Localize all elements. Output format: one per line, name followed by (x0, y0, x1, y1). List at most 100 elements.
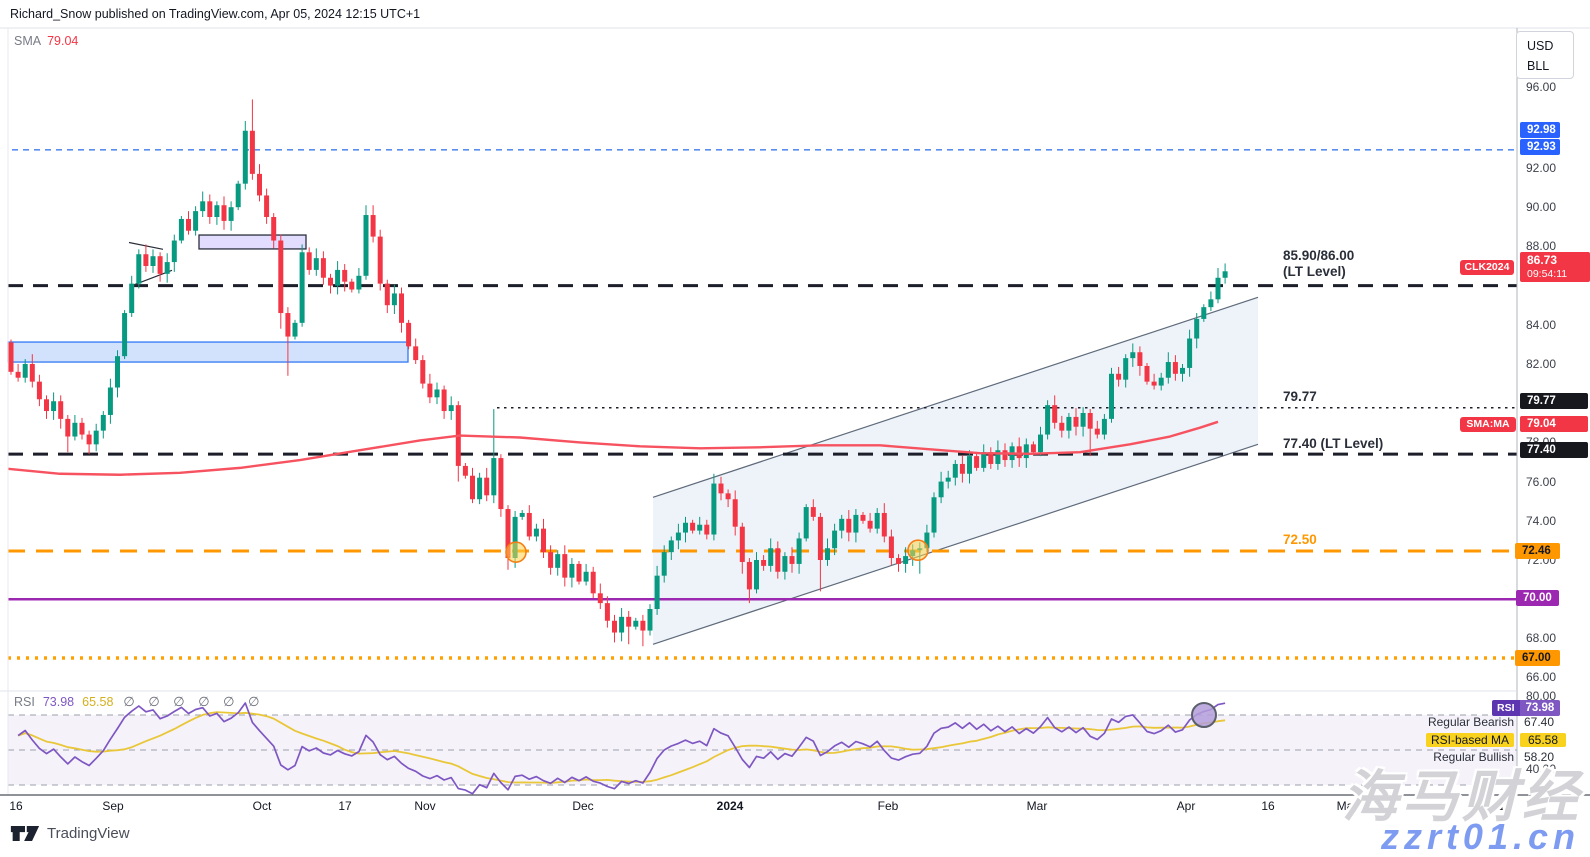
candle-body (640, 620, 646, 631)
candle-body (342, 269, 348, 282)
level-annotation-0[interactable]: 85.90/86.00 (LT Level) (1283, 248, 1355, 279)
footer-logo-link[interactable]: TradingView (10, 822, 130, 844)
rsi-row-label-1: RSI-based MA (1425, 733, 1514, 747)
candle-body (938, 481, 944, 498)
candle-body (1066, 416, 1072, 431)
candle-body (406, 322, 412, 347)
candle-body (335, 269, 341, 286)
candle-body (974, 456, 980, 468)
rsi-ma-legend-value: 65.58 (82, 695, 114, 709)
trend-channel-upper-line (652, 296, 1259, 498)
tradingview-brand-text: TradingView (47, 824, 130, 842)
candle-body (888, 536, 894, 559)
candle-body (1208, 299, 1214, 308)
rsi-badge-value: 73.98 (1519, 700, 1561, 716)
level-annotation-3[interactable]: 72.50 (1283, 532, 1317, 547)
candle-body (143, 254, 149, 266)
candle-body (903, 556, 909, 564)
candle-body (853, 514, 859, 533)
candle-body (959, 463, 965, 474)
time-axis-label: Dec (572, 799, 594, 813)
candle-body (8, 342, 14, 372)
rsi-legend-value: 73.98 (42, 695, 75, 709)
trend-channel-lower-line (652, 443, 1259, 645)
candle-body (789, 556, 795, 564)
time-axis-label: Oct (252, 799, 272, 813)
price-level-badge: 79.77 (1520, 393, 1588, 409)
candle-body (36, 381, 42, 400)
candle-body (363, 215, 369, 276)
candle-body (249, 130, 255, 174)
candle-body (512, 516, 518, 559)
zone-rectangle-0 (7, 341, 409, 363)
price-axis-label: 82.00 (1526, 357, 1557, 371)
candle-body (612, 620, 617, 633)
candle-body (491, 458, 497, 496)
candle-body (725, 493, 731, 500)
candle-body (186, 218, 191, 231)
candle-body (746, 561, 752, 590)
candle-body (328, 277, 333, 286)
candle-body (924, 532, 930, 549)
candle-body (690, 522, 696, 531)
symbol-code: BLL (1527, 59, 1550, 73)
candle-body (576, 563, 582, 582)
candle-body (299, 252, 305, 323)
contract-last-price: 86.73 (1527, 253, 1558, 267)
candle-body (29, 364, 35, 382)
candle-body (1016, 446, 1022, 459)
candle-body (420, 360, 426, 384)
price-level-badge: 72.46 (1515, 543, 1560, 559)
candle-body (264, 195, 270, 217)
rsi-value-badge: RSI 73.98 (1492, 700, 1561, 716)
candle-body (399, 293, 404, 323)
sma-legend-value: 79.04 (47, 34, 79, 48)
candle-body (349, 281, 355, 290)
candle-body (207, 201, 213, 217)
candle-body (1101, 418, 1107, 435)
price-axis-label: 74.00 (1526, 514, 1557, 528)
candle-body (271, 217, 277, 241)
candle-body (214, 205, 220, 217)
candle-body (1045, 405, 1051, 435)
tradingview-logo-icon (10, 825, 40, 841)
sma-line (7, 420, 1219, 476)
candle-body (1172, 362, 1178, 374)
rsi-row-label-2: Regular Bullish (1433, 750, 1514, 764)
candle-body (1194, 318, 1200, 339)
candle-body (228, 207, 234, 221)
candle-body (839, 518, 845, 531)
candle-body (817, 516, 823, 560)
candle-body (79, 422, 85, 435)
candle-body (1116, 373, 1122, 380)
candle-body (1059, 422, 1065, 431)
contract-price-badge: 86.73 09:54:11 (1520, 252, 1590, 282)
candle-body (718, 483, 724, 494)
candle-body (434, 389, 440, 398)
level-annotation-2[interactable]: 77.40 (LT Level) (1283, 436, 1384, 451)
watermark-cjk: 海马财经 (1342, 765, 1582, 828)
price-axis-label: 76.00 (1526, 475, 1557, 489)
candle-body (1165, 362, 1171, 378)
highlight-circle-1 (907, 539, 929, 562)
symbol-info-box[interactable]: USD BLL (1516, 31, 1574, 79)
price-axis-label: 90.00 (1526, 200, 1557, 214)
candle-body (51, 401, 57, 412)
rsi-band-fill (8, 715, 1517, 785)
candle-body (1023, 444, 1029, 459)
candle-body (626, 616, 632, 627)
candle-body (306, 252, 312, 270)
candle-body (988, 452, 994, 464)
candle-body (683, 522, 688, 533)
candle-body (129, 283, 135, 314)
candle-body (633, 620, 639, 627)
symbol-currency: USD (1527, 39, 1554, 53)
level-annotation-1[interactable]: 79.77 (1283, 389, 1317, 404)
highlight-circle-0 (505, 541, 527, 563)
price-axis-label: 66.00 (1526, 670, 1557, 684)
candle-body (981, 452, 987, 468)
candle-body (1052, 405, 1058, 423)
candle-body (732, 499, 738, 527)
candle-body (995, 450, 1001, 464)
